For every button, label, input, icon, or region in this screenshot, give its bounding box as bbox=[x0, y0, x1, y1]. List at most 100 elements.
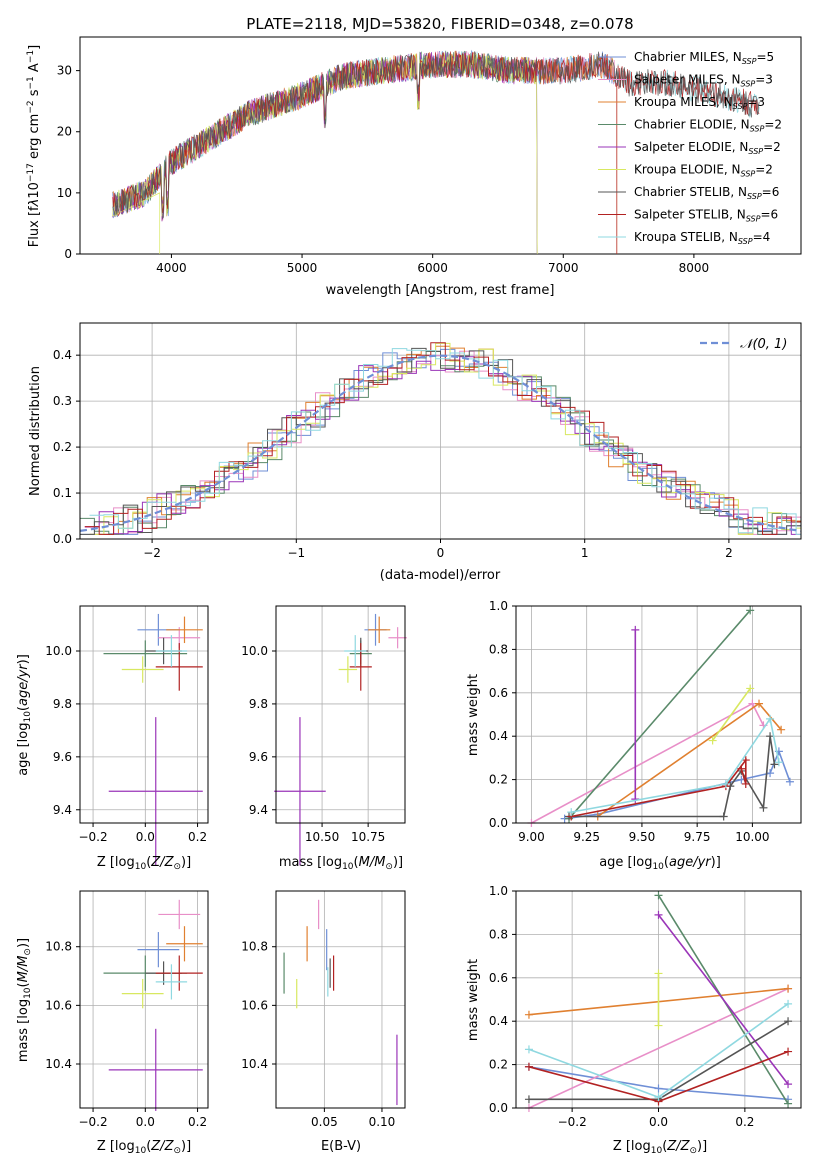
p6-marker-kroupa_stelib bbox=[524, 1045, 533, 1054]
p6-marker-salpeter_elodie bbox=[654, 910, 663, 919]
p3-ytick-label: 0.8 bbox=[489, 642, 508, 656]
mass-vs-ebv-panel: 0.05 0.10 10.4 10.6 10.8 bbox=[241, 890, 406, 1129]
p6-xtick-label: 0.0 bbox=[649, 1115, 668, 1129]
p6-ytick-label: 1.0 bbox=[489, 884, 508, 898]
mass-vs-z-panel: −0.2 0.0 0.2 10.4 10.6 10.8 bbox=[45, 890, 209, 1129]
residuals-ytick-label: 0.1 bbox=[53, 486, 72, 500]
p5-ytick-label: 10.4 bbox=[241, 1057, 268, 1071]
residuals-xtick-label: −1 bbox=[287, 546, 305, 560]
p2-ytick-label: 9.6 bbox=[249, 750, 268, 764]
p3-xlabel: age [log10(age/yr)] bbox=[599, 855, 721, 872]
panel-frame bbox=[515, 890, 802, 1109]
p6-line-salpeter_elodie bbox=[657, 914, 789, 1085]
spectrum-ytick-label: 30 bbox=[57, 64, 72, 78]
p3-line-kroupa_elodie bbox=[711, 688, 751, 741]
p3-ytick-label: 0.4 bbox=[489, 729, 508, 743]
p4-ytick-label: 10.8 bbox=[45, 940, 72, 954]
p3-line-salpeter_miles bbox=[531, 702, 765, 824]
residuals-xlabel: (data-model)/error bbox=[380, 568, 501, 583]
p6-marker-salpeter_stelib bbox=[524, 1062, 533, 1071]
p3-ytick-label: 1.0 bbox=[489, 599, 508, 613]
p3-line-chabrier_elodie bbox=[568, 609, 751, 820]
p1-xtick-label: −0.2 bbox=[78, 830, 107, 844]
p3-marker-kroupa_miles bbox=[755, 699, 764, 708]
residual-hist-kroupa_stelib bbox=[89, 348, 801, 535]
p4-ylabel: mass [log10(M/M⊙)] bbox=[16, 938, 33, 1062]
p3-marker-chabrier_stelib bbox=[759, 803, 768, 812]
p1-ytick-label: 9.4 bbox=[53, 803, 72, 817]
p2-xlabel: mass [log10(M/M⊙)] bbox=[279, 855, 403, 872]
legend-label-chabrier_stelib: Chabrier STELIB, NSSP=6 bbox=[634, 185, 779, 201]
panel-frame bbox=[515, 605, 802, 824]
p2-xtick-label: 10.50 bbox=[305, 830, 339, 844]
p3-marker-salpeter_elodie bbox=[631, 625, 640, 634]
p6-ylabel: mass weight bbox=[466, 959, 481, 1041]
panel-frame bbox=[275, 890, 406, 1109]
p1-xtick-label: 0.0 bbox=[136, 830, 155, 844]
p2-ytick-label: 9.4 bbox=[249, 803, 268, 817]
spectrum-xlabel: wavelength [Angstrom, rest frame] bbox=[326, 283, 555, 298]
p3-line-kroupa_miles bbox=[597, 702, 782, 818]
legend-label-salpeter_miles: Salpeter MILES, NSSP=3 bbox=[634, 73, 773, 89]
p6-marker-kroupa_elodie bbox=[654, 1021, 663, 1030]
p3-line-kroupa_stelib bbox=[571, 716, 780, 813]
legend-label-kroupa_miles: Kroupa MILES, NSSP=3 bbox=[634, 95, 765, 111]
p6-marker-chabrier_stelib bbox=[784, 1017, 793, 1026]
p4-xtick-label: 0.0 bbox=[136, 1115, 155, 1129]
spectrum-line-chabrier_stelib bbox=[112, 51, 760, 220]
p5-xtick-label: 0.05 bbox=[311, 1115, 338, 1129]
p3-marker-chabrier_stelib bbox=[766, 732, 775, 741]
residuals-ytick-label: 0.0 bbox=[53, 532, 72, 546]
p2-ytick-label: 9.8 bbox=[249, 697, 268, 711]
p3-marker-kroupa_miles bbox=[777, 725, 786, 734]
residuals-ticks: −2 −1 0 1 2 0.0 0.1 0.2 0.3 0.4 bbox=[53, 348, 733, 560]
residual-hist-kroupa_elodie bbox=[89, 342, 801, 535]
legend-label-chabrier_miles: Chabrier MILES, NSSP=5 bbox=[634, 50, 774, 66]
p3-marker-chabrier_stelib bbox=[770, 760, 779, 769]
spectrum-legend: Chabrier MILES, NSSP=5 Salpeter MILES, NS… bbox=[598, 50, 782, 246]
spectrum-xtick-label: 8000 bbox=[679, 261, 710, 275]
residuals-panel: −2 −1 0 1 2 0.0 0.1 0.2 0.3 0.4 𝒩(0, 1) (data-mod… bbox=[28, 322, 802, 583]
spectrum-series bbox=[112, 49, 760, 255]
panel-frame bbox=[275, 605, 406, 824]
spectrum-xtick-label: 6000 bbox=[417, 261, 448, 275]
p3-marker-salpeter_stelib bbox=[741, 779, 750, 788]
panel-frame bbox=[79, 605, 209, 824]
p4-xtick-label: −0.2 bbox=[78, 1115, 107, 1129]
legend-label-salpeter_stelib: Salpeter STELIB, NSSP=6 bbox=[634, 208, 778, 224]
p6-xtick-label: −0.2 bbox=[558, 1115, 587, 1129]
spectrum-ytick-label: 10 bbox=[57, 186, 72, 200]
residual-hist-salpeter_elodie bbox=[84, 356, 801, 535]
p6-ytick-label: 0.6 bbox=[489, 971, 508, 985]
spectrum-xtick-label: 7000 bbox=[548, 261, 579, 275]
p3-xtick-label: 9.25 bbox=[573, 830, 600, 844]
figure-title: PLATE=2118, MJD=53820, FIBERID=0348, z=0… bbox=[246, 15, 633, 33]
p6-ytick-label: 0.0 bbox=[489, 1101, 508, 1115]
p3-marker-chabrier_miles bbox=[785, 777, 794, 786]
p2-xtick-label: 10.75 bbox=[351, 830, 385, 844]
p6-line-salpeter_miles bbox=[528, 987, 789, 1109]
p3-line-chabrier_miles bbox=[564, 749, 791, 820]
residuals-xtick-label: 1 bbox=[581, 546, 589, 560]
p6-marker-chabrier_stelib bbox=[524, 1095, 533, 1104]
p6-marker-kroupa_stelib bbox=[784, 999, 793, 1008]
p1-ytick-label: 9.6 bbox=[53, 750, 72, 764]
p6-marker-kroupa_miles bbox=[524, 1010, 533, 1019]
spectrum-ytick-label: 0 bbox=[64, 247, 72, 261]
p4-ytick-label: 10.6 bbox=[45, 998, 72, 1012]
residual-hist-salpeter_stelib bbox=[84, 342, 801, 535]
p6-marker-salpeter_stelib bbox=[784, 1047, 793, 1056]
p5-xlabel: E(B-V) bbox=[321, 1139, 361, 1154]
p5-ytick-label: 10.8 bbox=[241, 940, 268, 954]
age-vs-mass-panel: 10.50 10.75 9.4 9.6 9.8 10.0 bbox=[241, 605, 407, 866]
p3-xtick-label: 9.00 bbox=[518, 830, 545, 844]
p3-marker-salpeter_stelib bbox=[741, 756, 750, 765]
age-vs-z-panel: −0.2 0.0 0.2 9.4 9.6 9.8 10.0 bbox=[45, 605, 209, 866]
legend-label-chabrier_elodie: Chabrier ELODIE, NSSP=2 bbox=[634, 118, 782, 134]
spectrum-ylabel: Flux [fλ10−17 erg cm−2 s−1 A−1] bbox=[26, 45, 42, 247]
residuals-ylabel: Normed distribution bbox=[28, 366, 43, 496]
p6-marker-kroupa_elodie bbox=[654, 969, 663, 978]
residuals-ytick-label: 0.4 bbox=[53, 348, 72, 362]
p6-ytick-label: 0.8 bbox=[489, 927, 508, 941]
